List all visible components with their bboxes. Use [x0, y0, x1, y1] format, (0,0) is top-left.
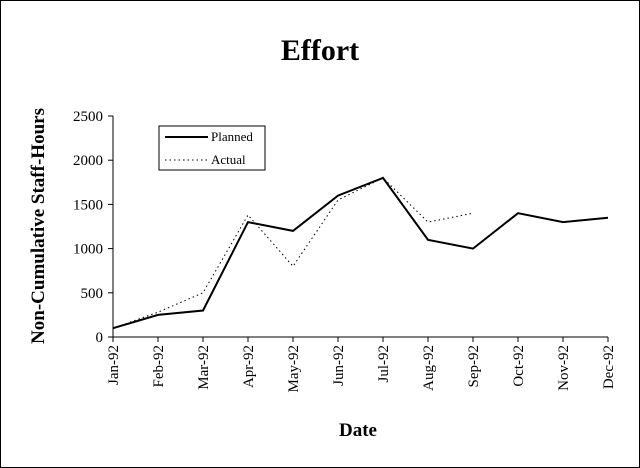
chart-title: Effort: [281, 34, 359, 67]
legend-label-actual: Actual: [211, 152, 246, 167]
y-tick-label: 500: [81, 286, 104, 302]
x-tick-label: Jul-92: [376, 345, 392, 383]
series-line-actual: [112, 177, 474, 329]
x-tick-label: Nov-92: [556, 345, 572, 391]
y-tick-label: 2500: [73, 109, 103, 125]
legend: Planned Actual: [158, 125, 266, 171]
y-tick-label: 0: [96, 330, 104, 346]
series-layer: [112, 176, 609, 330]
x-tick-label: Sep-92: [466, 345, 482, 388]
y-axis-label: Non-Cumulative Staff-Hours: [28, 108, 49, 344]
x-ticks: Jan-92 Feb-92 Mar-92 Apr-92 May-92 Jun-92 Jul-…: [106, 337, 617, 393]
x-tick-label: Aug-92: [421, 345, 437, 391]
y-tick-label: 2000: [73, 153, 103, 169]
legend-label-planned: Planned: [211, 129, 253, 144]
x-tick-label: Jan-92: [106, 345, 122, 385]
x-tick-label: Jun-92: [331, 345, 347, 386]
x-tick-label: Apr-92: [241, 345, 257, 388]
y-ticks: 0 500 1000 1500 2000 2500: [73, 109, 113, 346]
x-tick-label: Feb-92: [151, 345, 167, 388]
x-tick-label: Mar-92: [196, 345, 212, 390]
legend-box: [158, 125, 266, 171]
y-tick-label: 1500: [73, 197, 103, 213]
x-tick-label: Dec-92: [601, 345, 617, 389]
x-tick-label: May-92: [286, 345, 302, 393]
y-tick-label: 1000: [73, 242, 103, 258]
series-line-planned: [112, 176, 609, 330]
x-axis-label: Date: [339, 420, 377, 441]
x-tick-label: Oct-92: [511, 345, 527, 387]
